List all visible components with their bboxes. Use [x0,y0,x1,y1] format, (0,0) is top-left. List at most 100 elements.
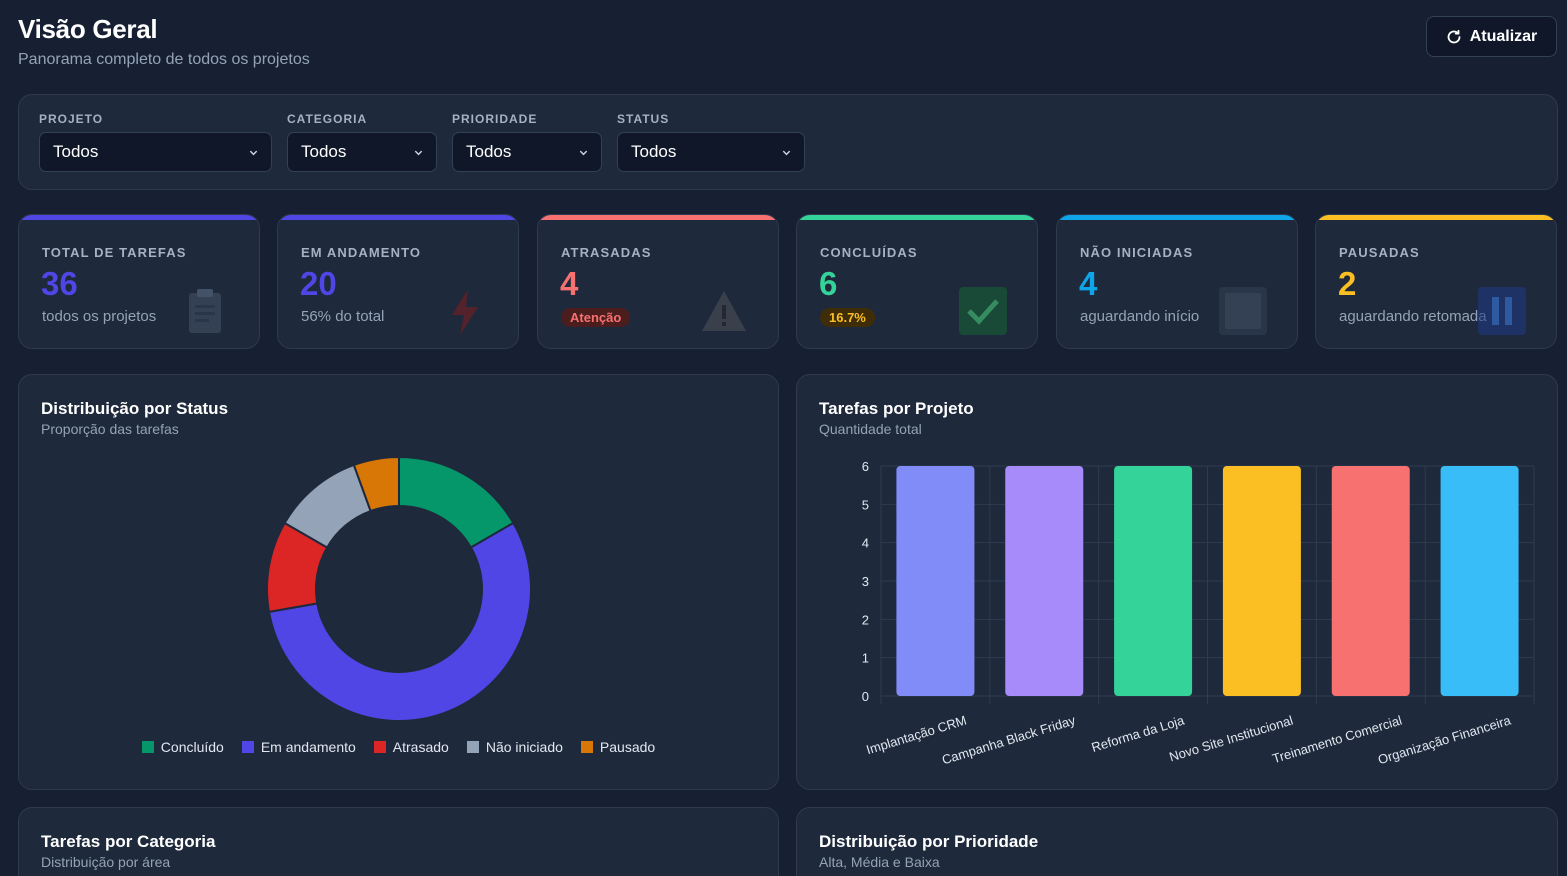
filter-status: STATUS Todos [617,112,805,172]
stat-sub: aguardando retomada [1339,308,1487,325]
stat-card-paused: PAUSADAS 2 aguardando retomada [1315,214,1557,349]
stat-label: TOTAL DE TAREFAS [42,245,187,260]
stat-label: ATRASADAS [561,245,652,260]
legend-swatch [466,741,479,753]
y-tick-label: 4 [862,536,869,551]
square-icon [1219,287,1267,335]
stat-sub: aguardando início [1080,308,1200,325]
stat-label: PAUSADAS [1339,245,1420,260]
project-select[interactable]: Todos [39,132,272,172]
y-tick-label: 1 [862,651,869,666]
legend-item[interactable]: Atrasado [373,739,449,755]
legend-label: Concluído [160,739,224,755]
status-badge: 16.7% [820,308,875,327]
page-header: Visão Geral Panorama completo de todos o… [18,14,1557,74]
panel-title: Tarefas por Categoria [41,832,216,851]
panel-title: Distribuição por Prioridade [819,832,1039,851]
legend-label: Não iniciado [485,739,563,755]
y-tick-label: 0 [862,689,869,704]
legend-swatch [580,741,593,753]
stat-label: EM ANDAMENTO [301,245,422,260]
legend-item[interactable]: Não iniciado [466,739,563,755]
pause-icon [1478,287,1526,335]
filter-project-label: PROJETO [39,112,104,126]
chevron-down-icon [782,150,791,155]
refresh-icon [1447,29,1461,43]
status-select[interactable]: Todos [617,132,805,172]
chevron-down-icon [249,150,258,155]
legend-label: Em andamento [260,739,356,755]
panel-subtitle: Quantidade total [819,421,922,437]
bar[interactable] [1114,466,1193,696]
stat-sub: todos os projetos [42,308,157,325]
legend-item[interactable]: Pausado [580,739,656,755]
status-chart-panel: Distribuição por Status Proporção das ta… [18,374,779,790]
stat-label: CONCLUÍDAS [820,245,918,260]
legend-swatch [141,741,154,753]
stat-card-in-progress: EM ANDAMENTO 20 56% do total [277,214,519,349]
lightning-icon [452,289,478,335]
panel-subtitle: Alta, Média e Baixa [819,854,940,870]
refresh-button[interactable]: Atualizar [1426,16,1557,57]
priority-select-value: Todos [466,142,512,161]
status-chart-legend: Concluído Em andamento Atrasado Não iniciad… [19,739,778,755]
bar[interactable] [1222,466,1301,696]
page-subtitle: Panorama completo de todos os projetos [18,51,310,68]
refresh-label: Atualizar [1469,27,1538,45]
filter-category: CATEGORIA Todos [287,112,437,172]
filter-status-label: STATUS [617,112,670,126]
filters-panel: PROJETO Todos CATEGORIA Todos PRIORIDADE… [18,94,1558,190]
stat-card-overdue: ATRASADAS 4 Atenção [537,214,779,349]
filter-priority: PRIORIDADE Todos [452,112,602,172]
page-title: Visão Geral [18,14,158,44]
legend-label: Atrasado [392,739,449,755]
y-tick-label: 2 [862,612,869,627]
doughnut-slice-1[interactable] [267,521,532,722]
category-select-value: Todos [301,142,347,161]
stat-card-not-started: NÃO INICIADAS 4 aguardando início [1056,214,1298,349]
legend-item[interactable]: Concluído [141,739,224,755]
stat-label: NÃO INICIADAS [1080,245,1194,260]
stat-value: 36 [41,265,78,302]
bar[interactable] [1440,466,1519,696]
project-select-value: Todos [53,142,99,161]
stat-value: 2 [1338,265,1357,302]
panel-title: Tarefas por Projeto [819,399,974,418]
bar[interactable] [896,466,975,696]
stat-card-accent [1316,215,1556,220]
status-badge: Atenção [561,308,631,327]
panel-subtitle: Distribuição por área [41,854,171,870]
filter-project: PROJETO Todos [39,112,272,172]
legend-label: Pausado [599,739,656,755]
status-doughnut-chart [266,455,532,722]
stat-card-accent [278,215,518,220]
filter-category-label: CATEGORIA [287,112,368,126]
warning-icon [702,291,746,331]
y-tick-label: 5 [862,497,869,512]
legend-item[interactable]: Em andamento [241,739,356,755]
stat-card-done: CONCLUÍDAS 6 16.7% [796,214,1038,349]
panel-subtitle: Proporção das tarefas [41,421,179,437]
stat-card-total: TOTAL DE TAREFAS 36 todos os projetos [18,214,260,349]
stat-card-accent [797,215,1037,220]
category-chart-panel: Tarefas por Categoria Distribuição por á… [18,807,779,876]
legend-swatch [373,741,386,753]
bar[interactable] [1331,466,1410,696]
stat-card-accent [19,215,259,220]
bar[interactable] [1005,466,1084,696]
panel-title: Distribuição por Status [41,399,229,418]
category-select[interactable]: Todos [287,132,437,172]
stat-value: 6 [819,265,838,302]
status-select-value: Todos [631,142,677,161]
priority-select[interactable]: Todos [452,132,602,172]
doughnut-slice-4[interactable] [352,455,400,513]
stat-card-accent [538,215,778,220]
chevron-down-icon [579,150,588,155]
filter-priority-label: PRIORIDADE [452,112,538,126]
project-chart-panel: Tarefas por Projeto Quantidade total 0 1 2… [796,374,1558,790]
stat-value: 4 [560,265,579,302]
y-tick-label: 3 [862,574,869,589]
stat-sub: 56% do total [301,308,385,325]
check-icon [959,287,1007,335]
